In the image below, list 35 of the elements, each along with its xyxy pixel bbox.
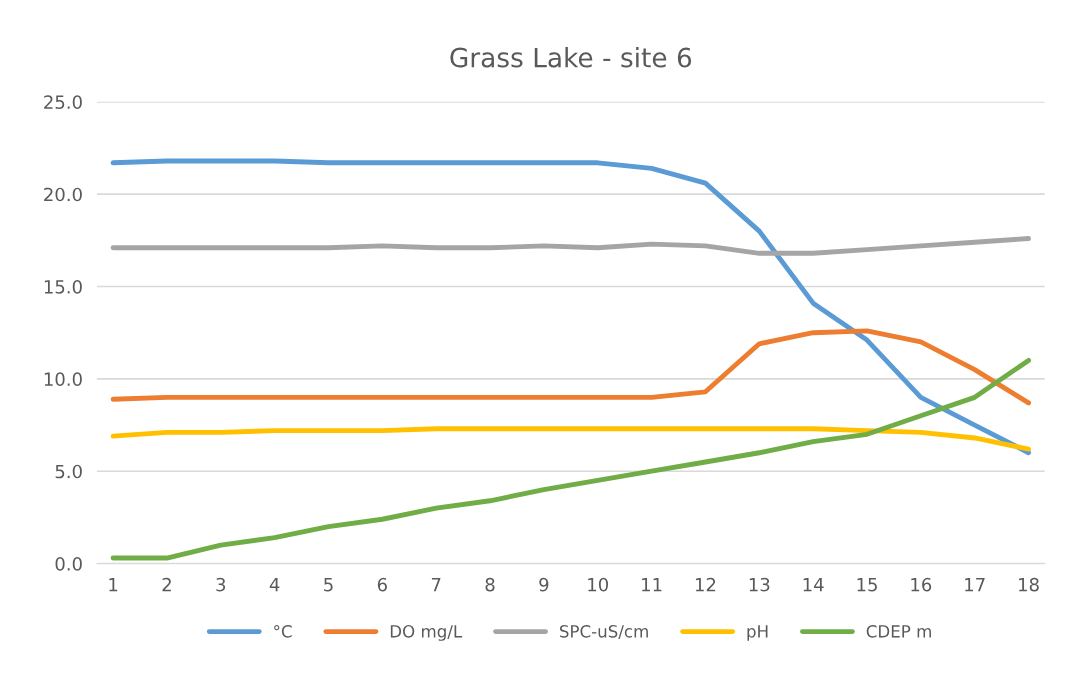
line-series — [110, 426, 1031, 452]
x-tick-label: 2 — [162, 577, 171, 592]
x-tick-label: 11 — [642, 578, 662, 592]
chart-title: Grass Lake - site 6 — [450, 47, 692, 68]
x-tick-label: 10 — [588, 577, 609, 592]
x-tick-label: 7 — [431, 578, 441, 592]
x-tick-label: 6 — [377, 577, 387, 592]
x-tick-label: 9 — [539, 577, 549, 592]
legend-label: °C — [274, 625, 292, 638]
legend-label: pH — [747, 625, 768, 641]
line-series — [110, 328, 1031, 406]
x-tick-label: 8 — [485, 577, 495, 592]
legend-label: SPC-uS/cm — [559, 625, 648, 639]
x-tick-label: 1 — [109, 578, 118, 592]
x-tick-label: 3 — [216, 577, 226, 592]
x-tick-label: 15 — [857, 578, 877, 592]
x-tick-label: 17 — [965, 578, 985, 592]
legend-label: DO mg/L — [390, 625, 463, 641]
y-tick-label: 0.0 — [55, 557, 82, 571]
line-series — [110, 357, 1031, 561]
x-tick-label: 14 — [803, 578, 824, 592]
y-tick-label: 5.0 — [55, 464, 82, 479]
x-tick-label: 18 — [1019, 577, 1039, 592]
x-tick-label: 5 — [324, 578, 333, 592]
x-tick-label: 16 — [911, 577, 932, 592]
y-tick-label: 25.0 — [44, 95, 82, 109]
line-series — [110, 236, 1031, 256]
x-tick-label: 4 — [269, 578, 280, 592]
x-tick-label: 12 — [695, 577, 716, 592]
line-series — [110, 158, 1031, 456]
x-tick-label: 13 — [749, 577, 770, 592]
y-tick-label: 15.0 — [44, 280, 82, 294]
y-tick-label: 20.0 — [44, 187, 82, 202]
y-tick-label: 10.0 — [44, 372, 82, 386]
legend-label: CDEP m — [866, 625, 931, 638]
